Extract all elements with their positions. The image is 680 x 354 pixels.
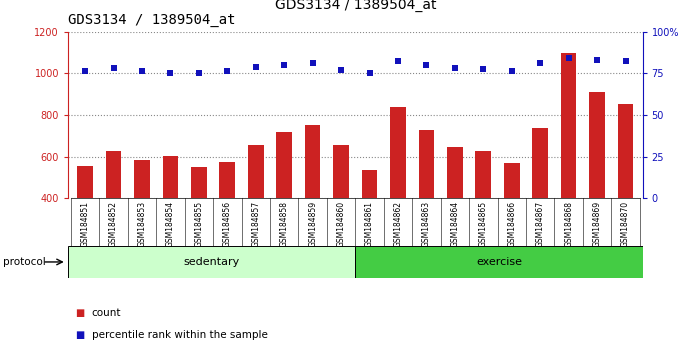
Point (563, 56, 574, 61)
Point (137, 68, 148, 74)
Text: GSM184863: GSM184863 (422, 201, 431, 247)
Point (279, 62, 290, 68)
Bar (356, 246, 643, 278)
Bar (134, 160, 150, 281)
Bar (248, 145, 264, 281)
Text: exercise: exercise (476, 257, 522, 267)
Text: GSM184870: GSM184870 (621, 201, 630, 247)
Text: ■: ■ (75, 308, 84, 318)
Bar (191, 167, 207, 281)
Bar (590, 92, 605, 281)
Text: GSM184852: GSM184852 (109, 201, 118, 247)
Point (222, 69, 233, 74)
Point (307, 60, 318, 66)
Text: GDS3134 / 1389504_at: GDS3134 / 1389504_at (68, 13, 235, 27)
Bar (447, 147, 462, 281)
Bar (532, 128, 548, 281)
Text: GSM184853: GSM184853 (137, 201, 146, 247)
Text: ■: ■ (75, 330, 84, 339)
Text: GSM184854: GSM184854 (166, 201, 175, 247)
Bar (276, 132, 292, 281)
Text: GSM184862: GSM184862 (394, 201, 403, 247)
Bar (419, 130, 435, 281)
Text: sedentary: sedentary (184, 257, 240, 267)
Text: GSM184866: GSM184866 (507, 201, 516, 247)
Text: GSM184857: GSM184857 (251, 201, 260, 247)
Text: GSM184851: GSM184851 (80, 201, 90, 247)
Bar (390, 107, 406, 281)
Bar (362, 170, 377, 281)
Point (478, 67, 489, 72)
Point (449, 65, 460, 71)
Bar (504, 163, 520, 281)
Point (165, 71, 176, 76)
Bar (333, 145, 349, 281)
Text: count: count (92, 308, 121, 318)
Text: GSM184869: GSM184869 (592, 201, 602, 247)
Text: GSM184865: GSM184865 (479, 201, 488, 247)
Bar (78, 166, 93, 281)
Point (193, 71, 204, 76)
Bar (475, 151, 491, 281)
Bar (105, 152, 121, 281)
Text: GSM184856: GSM184856 (223, 201, 232, 247)
Bar (68, 246, 356, 278)
Text: GSM184867: GSM184867 (536, 201, 545, 247)
Text: GSM184868: GSM184868 (564, 201, 573, 247)
Text: GSM184861: GSM184861 (365, 201, 374, 247)
Bar (163, 156, 178, 281)
Point (507, 69, 517, 74)
Bar (617, 104, 633, 281)
Point (421, 62, 432, 68)
Text: GDS3134 / 1389504_at: GDS3134 / 1389504_at (275, 0, 436, 12)
Point (534, 61, 545, 66)
Text: GSM184858: GSM184858 (279, 201, 289, 247)
Bar (305, 125, 320, 281)
Text: GSM184860: GSM184860 (337, 201, 345, 247)
Point (364, 71, 375, 76)
Text: protocol: protocol (3, 257, 46, 267)
Text: GSM184864: GSM184864 (450, 201, 460, 247)
Point (336, 68, 347, 73)
Bar (220, 162, 235, 281)
Bar (561, 53, 577, 281)
Point (592, 57, 602, 63)
Point (620, 58, 631, 64)
Text: GSM184855: GSM184855 (194, 201, 203, 247)
Text: GSM184859: GSM184859 (308, 201, 317, 247)
Text: percentile rank within the sample: percentile rank within the sample (92, 330, 268, 339)
Point (80, 69, 90, 74)
Point (250, 64, 261, 70)
Point (108, 65, 119, 71)
Point (392, 58, 403, 64)
